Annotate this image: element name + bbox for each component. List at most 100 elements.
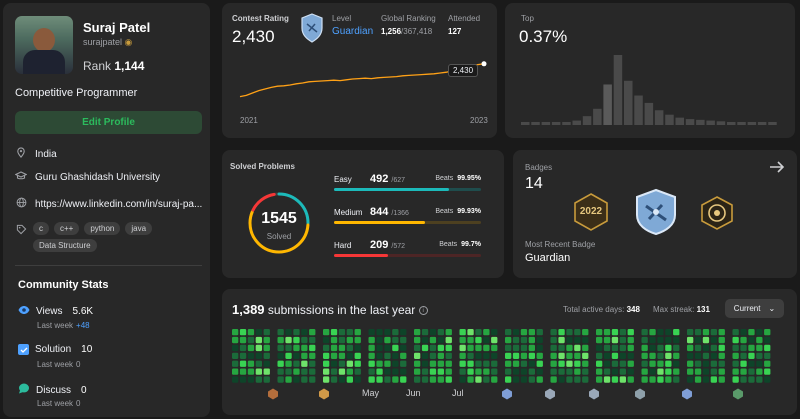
heatmap-cell — [582, 360, 589, 367]
heatmap-cell — [627, 352, 634, 359]
heatmap-cell — [764, 352, 771, 359]
website-row[interactable]: https://www.linkedin.com/in/suraj-pa... — [15, 197, 202, 211]
submissions-summary: 1,389 submissions in the last year i — [232, 302, 428, 317]
heatmap-cell — [392, 376, 399, 383]
heatmap-cell — [732, 352, 739, 359]
arrow-right-icon[interactable] — [769, 160, 785, 179]
heatmap-cell — [301, 344, 308, 352]
submission-heatmap[interactable] — [232, 327, 792, 387]
histogram-bar — [644, 102, 654, 125]
heatmap-cell — [376, 376, 383, 383]
heatmap-cell — [491, 352, 498, 359]
heatmap-cell — [475, 368, 482, 375]
heatmap-cell — [467, 376, 474, 383]
heatmap-cell — [512, 329, 520, 336]
heatmap-cell — [467, 368, 474, 375]
tag-chip[interactable]: c — [33, 222, 49, 235]
heatmap-cell — [520, 352, 528, 359]
heatmap-cell — [687, 344, 694, 352]
heatmap-cell — [732, 368, 739, 375]
heatmap-cell — [558, 368, 565, 375]
edit-profile-button[interactable]: Edit Profile — [15, 111, 202, 134]
heatmap-cell — [301, 352, 308, 359]
tag-chip[interactable]: c++ — [54, 222, 80, 235]
heatmap-cell — [756, 360, 763, 367]
badge-2022-icon[interactable]: 2022 — [573, 193, 609, 236]
heatmap-cell — [232, 368, 239, 375]
heatmap-cell — [338, 344, 346, 352]
histogram-bar — [654, 110, 664, 125]
heatmap-cell — [247, 336, 255, 344]
histogram-bar — [706, 120, 715, 125]
profile-sidebar: Suraj Patel surajpatel ◉ Rank 1,144 Comp… — [3, 3, 210, 417]
heatmap-cell — [764, 376, 771, 383]
easy-progress-fill — [334, 188, 450, 191]
tag-chip[interactable]: Data Structure — [33, 239, 97, 252]
heatmap-cell — [323, 376, 330, 383]
year-end-label: 2023 — [470, 116, 488, 125]
histogram-bar — [675, 117, 684, 125]
heatmap-cell — [665, 376, 672, 383]
heatmap-cell — [285, 376, 292, 383]
ring-segment — [248, 192, 310, 254]
tag-chip[interactable]: java — [125, 222, 153, 235]
heatmap-cell — [687, 376, 694, 383]
histogram-bar — [665, 114, 674, 125]
views-sub: Last week +48 — [37, 321, 90, 330]
community-stats-title: Community Stats — [18, 279, 109, 291]
heatmap-cell — [346, 329, 353, 336]
heatmap-cell — [330, 344, 338, 352]
guardian-badge-large-icon[interactable] — [633, 188, 679, 241]
year-select[interactable]: Current ⌄ — [725, 299, 784, 318]
heatmap-cell — [536, 368, 543, 375]
heatmap-cell — [421, 360, 429, 367]
heatmap-cell — [277, 352, 284, 359]
heatmap-cell — [520, 329, 528, 336]
info-icon[interactable]: i — [418, 306, 428, 316]
avatar[interactable] — [15, 16, 73, 74]
heatmap-cell — [694, 344, 702, 352]
heatmap-cell — [437, 376, 444, 383]
heatmap-cell — [414, 376, 421, 383]
level-label: Level — [332, 14, 352, 23]
heatmap-cell — [285, 344, 292, 352]
heatmap-cell — [596, 352, 603, 359]
badge-daily-icon[interactable] — [699, 195, 735, 236]
heatmap-cell — [748, 368, 755, 375]
skill-tags: c c++ python java Data Structure — [33, 222, 203, 252]
tags-row — [15, 224, 27, 238]
heatmap-cell — [710, 336, 717, 344]
heatmap-cell — [673, 360, 680, 367]
heatmap-cell — [475, 336, 482, 344]
heatmap-cell — [309, 368, 316, 375]
heatmap-cell — [239, 368, 247, 375]
rating-distribution-histogram[interactable] — [521, 45, 781, 127]
recent-badge-label: Most Recent Badge — [525, 240, 596, 249]
solved-progress-ring[interactable] — [246, 190, 312, 256]
recent-badge-name: Guardian — [525, 252, 571, 264]
badges-label: Badges — [525, 163, 553, 172]
heatmap-cell — [354, 376, 361, 383]
heatmap-cell — [657, 376, 664, 383]
heatmap-cell — [528, 376, 535, 383]
tag-chip[interactable]: python — [84, 222, 121, 235]
heatmap-cell — [483, 329, 490, 336]
heatmap-cell — [346, 376, 353, 383]
heatmap-cell — [301, 336, 308, 344]
heatmap-cell — [285, 352, 292, 359]
heatmap-cell — [414, 352, 421, 359]
heatmap-cell — [558, 344, 565, 352]
heatmap-cell — [445, 376, 452, 383]
heatmap-cell — [467, 352, 474, 359]
heatmap-cell — [694, 329, 702, 336]
heatmap-cell — [665, 360, 672, 367]
heatmap-cell — [710, 344, 717, 352]
rating-line-chart[interactable] — [238, 61, 493, 106]
month-label: Jul — [452, 388, 464, 398]
heatmap-cell — [392, 329, 399, 336]
heatmap-cell — [277, 360, 284, 367]
heatmap-cell — [483, 360, 490, 367]
month-badge-icon — [318, 387, 330, 405]
heatmap-cell — [301, 368, 308, 375]
heatmap-cell — [649, 360, 656, 367]
